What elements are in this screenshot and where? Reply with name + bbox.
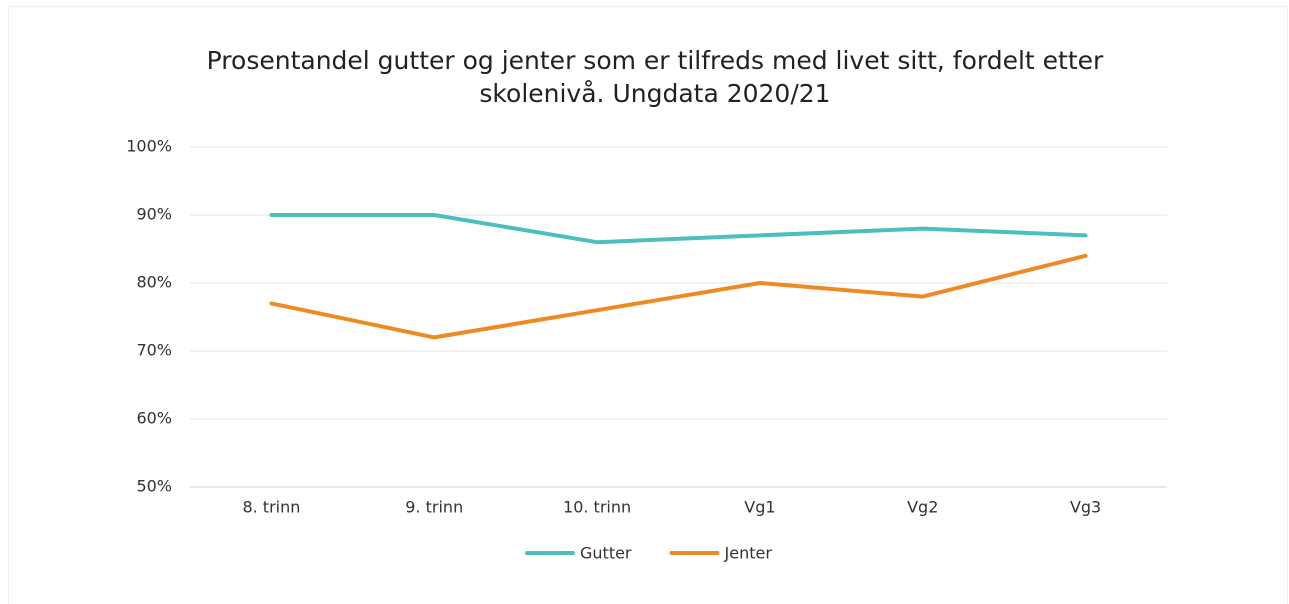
legend-label: Gutter [580, 544, 632, 563]
frame [8, 6, 1288, 604]
y-tick-label: 80% [136, 273, 172, 292]
x-tick-label: 9. trinn [405, 498, 463, 517]
x-tick-label: Vg2 [907, 498, 938, 517]
y-tick-label: 70% [136, 341, 172, 360]
x-tick-label: Vg3 [1070, 498, 1101, 517]
series-line [269, 213, 1088, 245]
y-tick-label: 60% [136, 409, 172, 428]
x-tick-label: Vg1 [744, 498, 775, 517]
y-tick-label: 50% [136, 477, 172, 496]
legend-label: Jenter [724, 544, 773, 563]
chart-title: Prosentandel gutter og jenter som er til… [206, 46, 1104, 108]
x-tick-label: 10. trinn [563, 498, 631, 517]
y-tick-label: 100% [126, 137, 172, 156]
x-tick-label: 8. trinn [242, 498, 300, 517]
series-line [269, 253, 1088, 340]
y-tick-label: 90% [136, 205, 172, 224]
